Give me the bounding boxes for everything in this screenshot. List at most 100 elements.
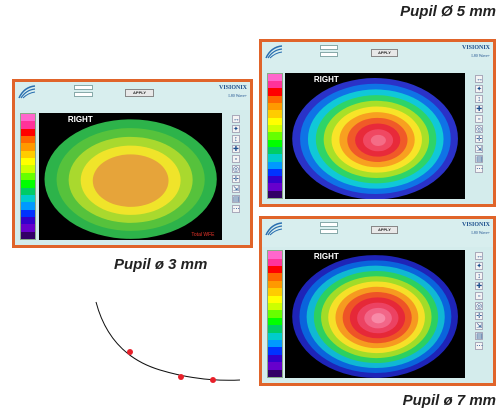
tool-button-6[interactable]: ◎ [475,302,484,311]
scale-swatch [20,113,36,122]
tool-button-6[interactable]: ◎ [231,164,240,173]
tool-button-9[interactable]: ▤ [231,194,240,203]
tool-button-9[interactable]: ▤ [475,154,484,163]
apply-button[interactable]: APPLY [370,226,399,234]
parameter-input-2[interactable] [73,92,93,97]
wavefront-map: RIGHT [285,250,466,379]
tool-button-1[interactable]: ↔ [475,252,484,261]
scale-swatch [20,194,36,203]
app-toolbar: APPLY VISIONIX L80 Wave+ [262,219,493,247]
scale-swatch [20,187,36,195]
scale-swatch [267,317,282,326]
scale-swatch [267,303,282,311]
scale-swatch [267,251,282,259]
decorative-curve [95,301,241,383]
scale-swatch [20,158,36,166]
apply-button[interactable]: APPLY [125,89,154,97]
parameter-input-2[interactable] [319,52,339,57]
wavefront-map: RIGHT [285,72,466,200]
parameter-input-2[interactable] [319,229,339,234]
scale-swatch [20,143,36,151]
tool-button-5[interactable]: ▫ [231,154,240,163]
tool-button-2[interactable]: ✦ [231,124,240,133]
contour-ring [370,134,386,146]
brand-logo: VISIONIX L80 Wave+ [461,222,490,235]
scale-swatch [20,165,36,173]
tool-button-4[interactable]: ✚ [475,104,484,113]
pupil-5mm-caption: Pupil Ø 5 mm [400,3,496,20]
tool-button-4[interactable]: ✚ [475,282,484,291]
tool-palette: ↔ ✦ ↕ ✚ ▫ ◎ ✛ ⇲ ▤ ⋯ [470,73,488,199]
scale-swatch [267,124,282,133]
scale-swatch [267,258,282,266]
tool-button-9[interactable]: ▤ [475,332,484,341]
tool-button-8[interactable]: ⇲ [231,184,240,193]
scale-swatch [267,369,282,378]
eye-label: RIGHT [313,252,339,262]
tool-button-1[interactable]: ↔ [475,74,484,83]
tool-button-3[interactable]: ↕ [475,272,484,281]
pupil-7mm-caption: Pupil ø 7 mm [402,392,496,409]
scale-swatch [267,273,282,281]
map-type-label: Total WFE [191,232,215,239]
color-scale-bar [266,250,283,379]
parameter-fields [319,45,339,59]
tool-button-2[interactable]: ✦ [475,262,484,271]
scale-swatch [267,265,282,274]
scale-swatch [267,347,282,355]
scale-swatch [267,103,282,111]
scale-swatch [267,280,282,289]
parameter-input-1[interactable] [319,222,339,227]
scale-swatch [20,172,36,181]
logo-icon [18,85,36,99]
screenshot-pupil-5mm: APPLY VISIONIX L80 Wave+ RIGHT ↔ ✦ ↕ ✚ ▫ ◎ ✛ ⇲ ▤… [259,39,496,207]
tool-button-2[interactable]: ✦ [475,84,484,93]
scale-swatch [267,95,282,104]
tool-button-5[interactable]: ▫ [475,292,484,301]
scale-swatch [267,88,282,96]
scale-swatch [267,332,282,341]
scale-swatch [267,168,282,177]
tool-button-6[interactable]: ◎ [475,124,484,133]
scale-swatch [267,81,282,89]
tool-button-10[interactable]: ⋯ [475,342,484,351]
tool-button-1[interactable]: ↔ [231,114,240,123]
color-scale-bar [19,112,37,241]
scale-swatch [20,209,36,217]
eye-label: RIGHT [67,114,93,124]
scale-swatch [267,154,282,162]
tool-button-7[interactable]: ✛ [231,174,240,183]
scale-swatch [20,231,36,240]
curve-point [127,349,133,355]
scale-swatch [267,288,282,296]
tool-button-10[interactable]: ⋯ [231,204,240,213]
tool-button-10[interactable]: ⋯ [475,164,484,173]
app-toolbar: APPLY VISIONIX L80 Wave+ [262,42,493,70]
scale-swatch [20,224,36,232]
tool-button-7[interactable]: ✛ [475,312,484,321]
scale-swatch [20,202,36,210]
tool-button-3[interactable]: ↕ [475,94,484,103]
color-scale-bar [266,72,283,200]
tool-button-8[interactable]: ⇲ [475,144,484,153]
parameter-input-1[interactable] [319,45,339,50]
tool-button-7[interactable]: ✛ [475,134,484,143]
parameter-input-1[interactable] [73,85,93,90]
scale-swatch [267,132,282,140]
scale-swatch [20,180,36,188]
tool-button-8[interactable]: ⇲ [475,322,484,331]
scale-swatch [267,110,282,118]
wavefront-map: RIGHT Total WFE [38,112,222,241]
app-toolbar: APPLY VISIONIX L80 Wave+ [15,82,250,110]
tool-button-3[interactable]: ↕ [231,134,240,143]
scale-swatch [20,128,36,137]
logo-icon [265,45,283,59]
apply-button[interactable]: APPLY [370,49,399,57]
tool-button-4[interactable]: ✚ [231,144,240,153]
scale-swatch [20,121,36,129]
scale-swatch [267,295,282,303]
tool-palette: ↔ ✦ ↕ ✚ ▫ ◎ ✛ ⇲ ▤ ⋯ [470,250,488,378]
parameter-fields [73,85,93,99]
contour-ring [371,313,386,324]
tool-button-5[interactable]: ▫ [475,114,484,123]
